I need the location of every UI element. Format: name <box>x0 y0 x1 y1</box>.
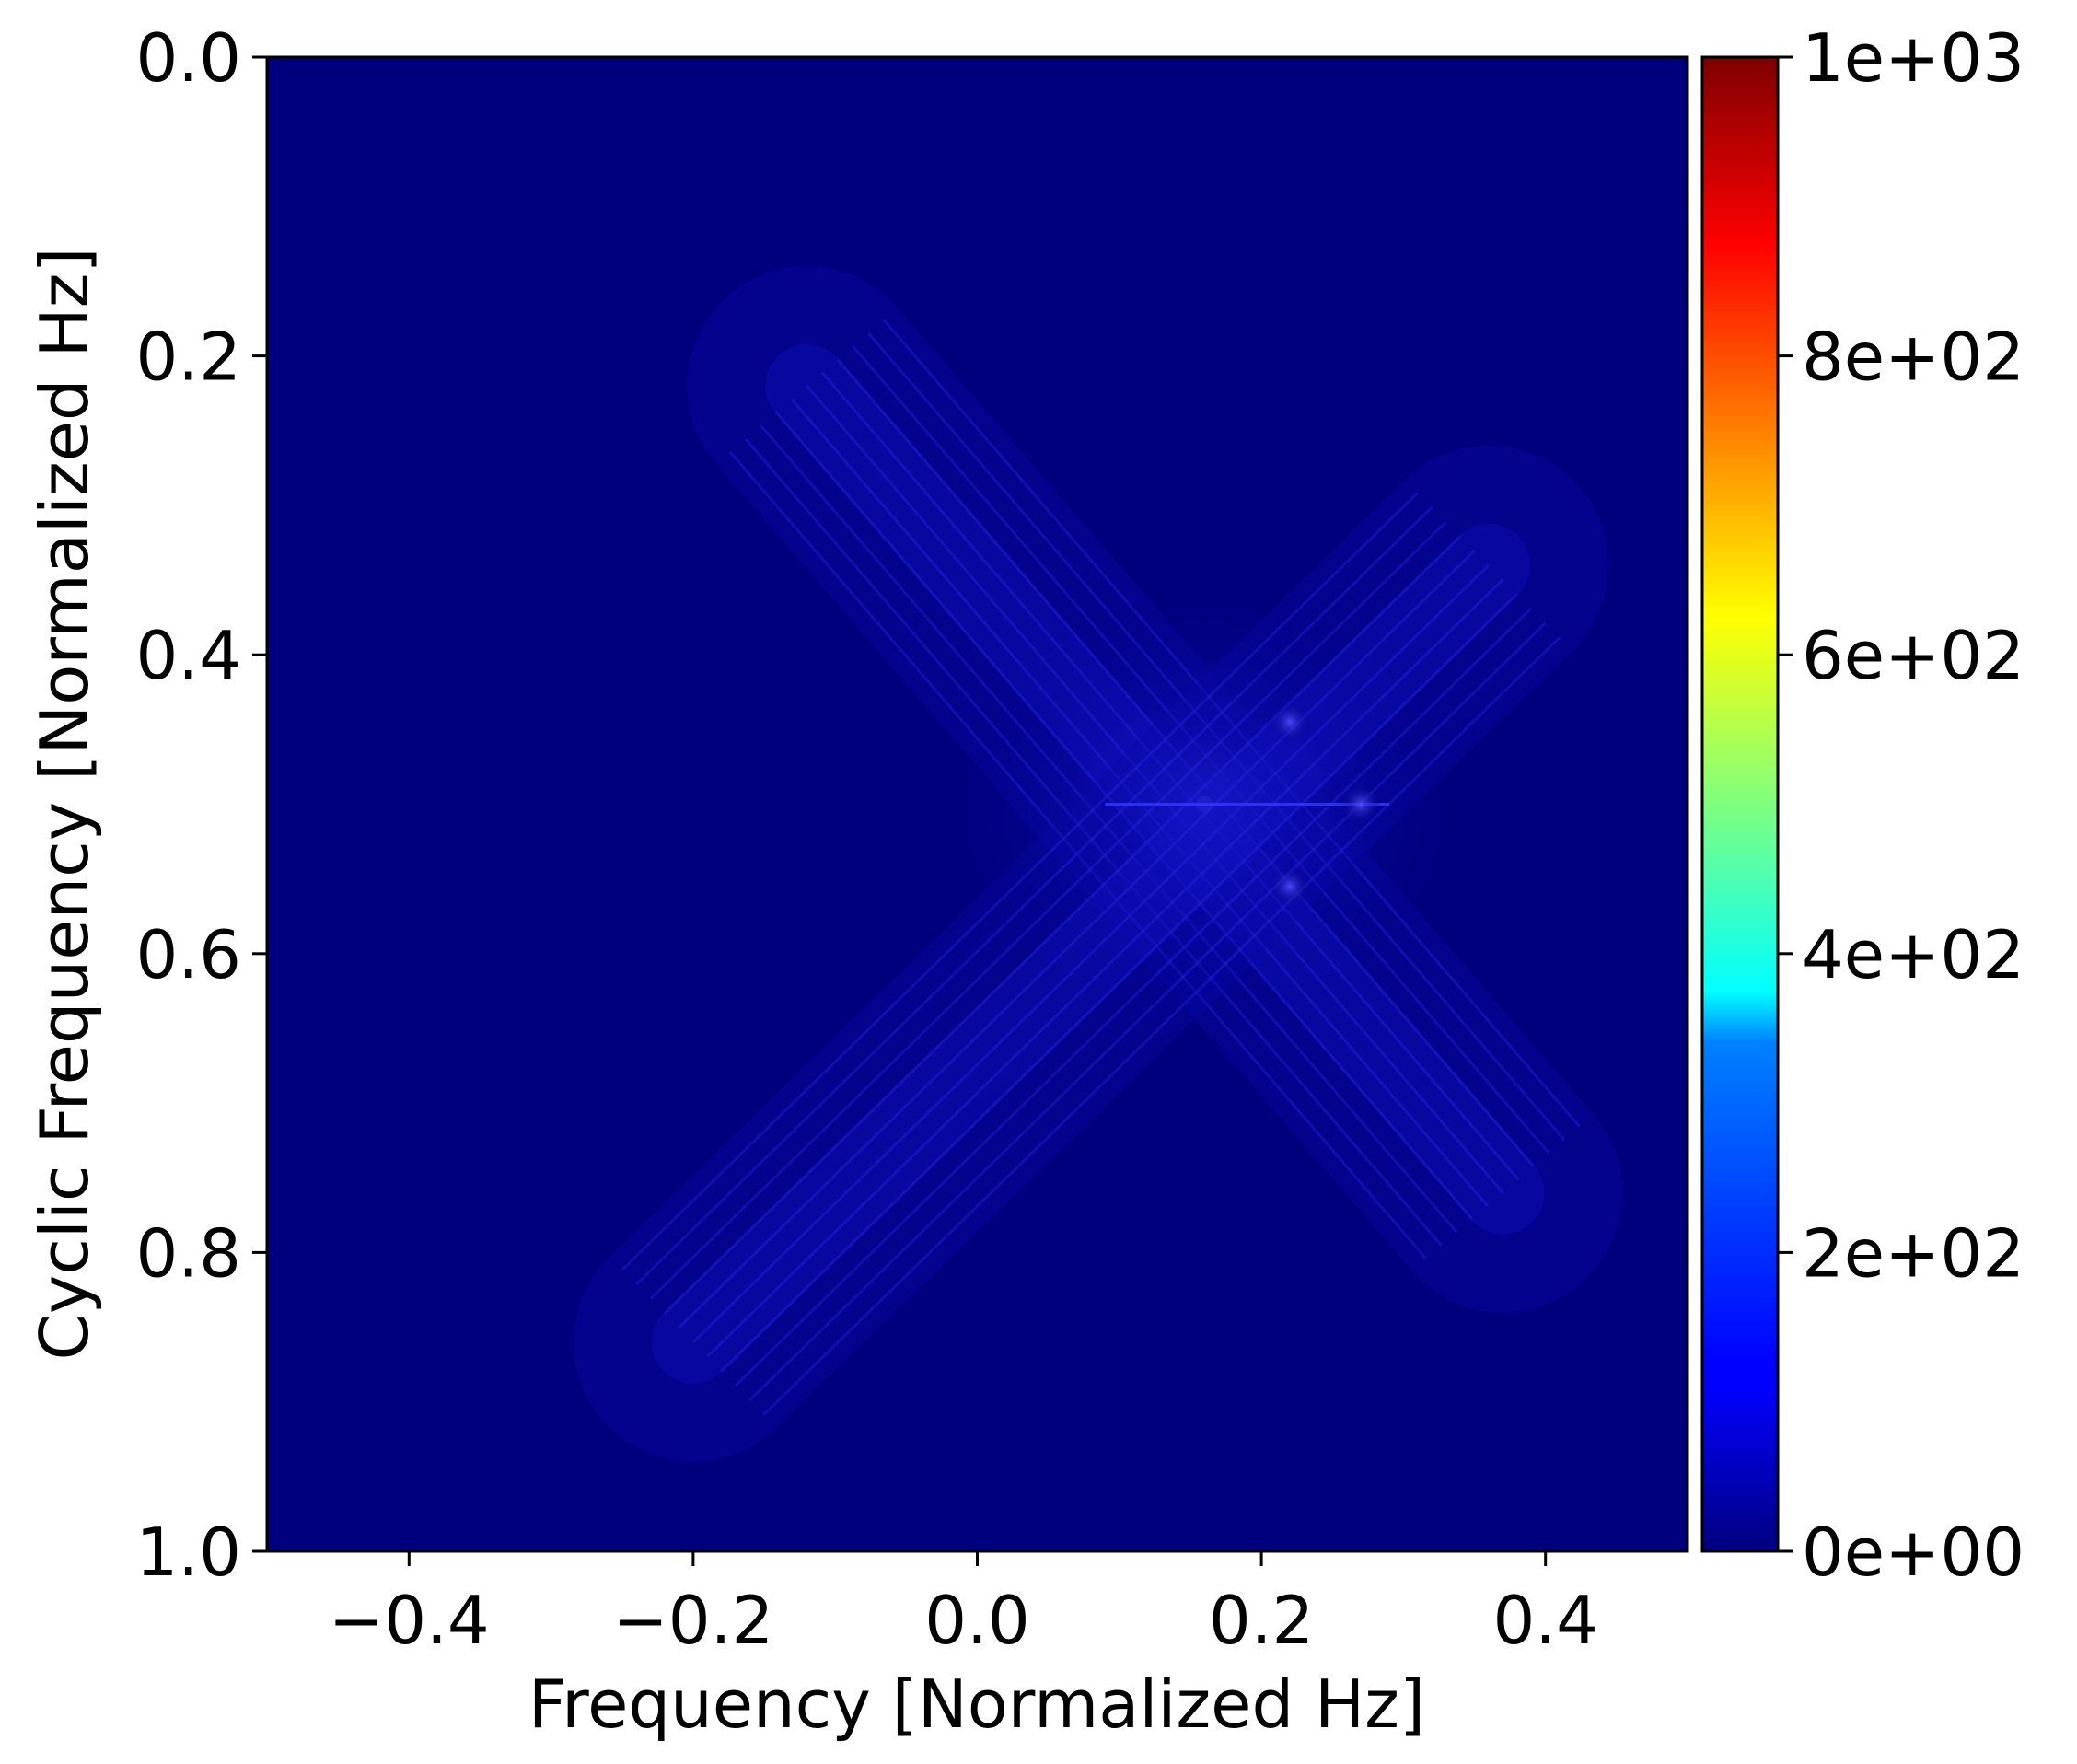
colorbar-tick-label: 0e+00 <box>1802 1514 2025 1591</box>
colorbar <box>1702 57 1778 1551</box>
colorbar-tick-label: 2e+02 <box>1802 1214 2025 1292</box>
band-striation <box>691 563 1491 1343</box>
hotspot-5 <box>1269 865 1310 907</box>
x-tick-label: −0.4 <box>329 1582 490 1659</box>
y-axis-label: Cyclic Frequency [Normalized Hz] <box>26 247 103 1360</box>
colorbar-tick-label: 1e+03 <box>1802 19 2025 97</box>
y-tick-label: 1.0 <box>135 1514 241 1591</box>
colorbar-tick-label: 6e+02 <box>1802 617 2025 694</box>
band-striation <box>635 505 1433 1285</box>
hotspot-4 <box>1269 702 1310 743</box>
band-striation <box>760 424 1458 1234</box>
diagonal-band-1 <box>687 266 1623 1313</box>
band-striation <box>790 398 1489 1207</box>
band-striation <box>734 607 1533 1387</box>
band-striation <box>836 358 1535 1167</box>
band-striation <box>678 550 1476 1329</box>
band-striation <box>744 437 1443 1247</box>
band-striation <box>649 520 1447 1300</box>
diagonal-band-core-2 <box>651 523 1530 1384</box>
x-tick-label: 0.4 <box>1492 1582 1598 1659</box>
colorbar-tick-label: 8e+02 <box>1802 319 2025 396</box>
band-striation <box>621 492 1420 1271</box>
y-tick-label: 0.2 <box>135 319 241 396</box>
y-tick-label: 0.6 <box>135 916 241 993</box>
diagonal-band-core-1 <box>765 344 1545 1235</box>
band-striation <box>852 344 1550 1155</box>
diagonal-band-2 <box>573 445 1608 1462</box>
y-tick-label: 0.4 <box>135 617 241 694</box>
band-striation <box>820 371 1520 1181</box>
x-tick-label: −0.2 <box>612 1582 773 1659</box>
band-striation <box>664 535 1462 1315</box>
band-striation <box>748 621 1547 1401</box>
y-tick-label: 0.8 <box>135 1214 241 1292</box>
hotspot-6 <box>1340 783 1382 825</box>
band-striation <box>728 450 1428 1260</box>
colorbar-tick-label: 4e+02 <box>1802 916 2025 993</box>
y-tick-label: 0.0 <box>135 19 241 97</box>
colorbar-frame <box>1700 55 1780 1553</box>
x-tick-label: 0.2 <box>1209 1582 1315 1659</box>
band-striation <box>806 385 1504 1194</box>
band-striation <box>774 411 1474 1221</box>
band-striation <box>866 331 1566 1141</box>
band-striation <box>706 578 1504 1358</box>
band-striation <box>762 636 1561 1416</box>
heatmap-features <box>573 266 1623 1462</box>
x-tick-label: 0.0 <box>924 1582 1030 1659</box>
band-striation <box>882 319 1581 1128</box>
x-axis-label: Frequency [Normalized Hz] <box>528 1665 1425 1743</box>
band-striation <box>720 593 1518 1373</box>
